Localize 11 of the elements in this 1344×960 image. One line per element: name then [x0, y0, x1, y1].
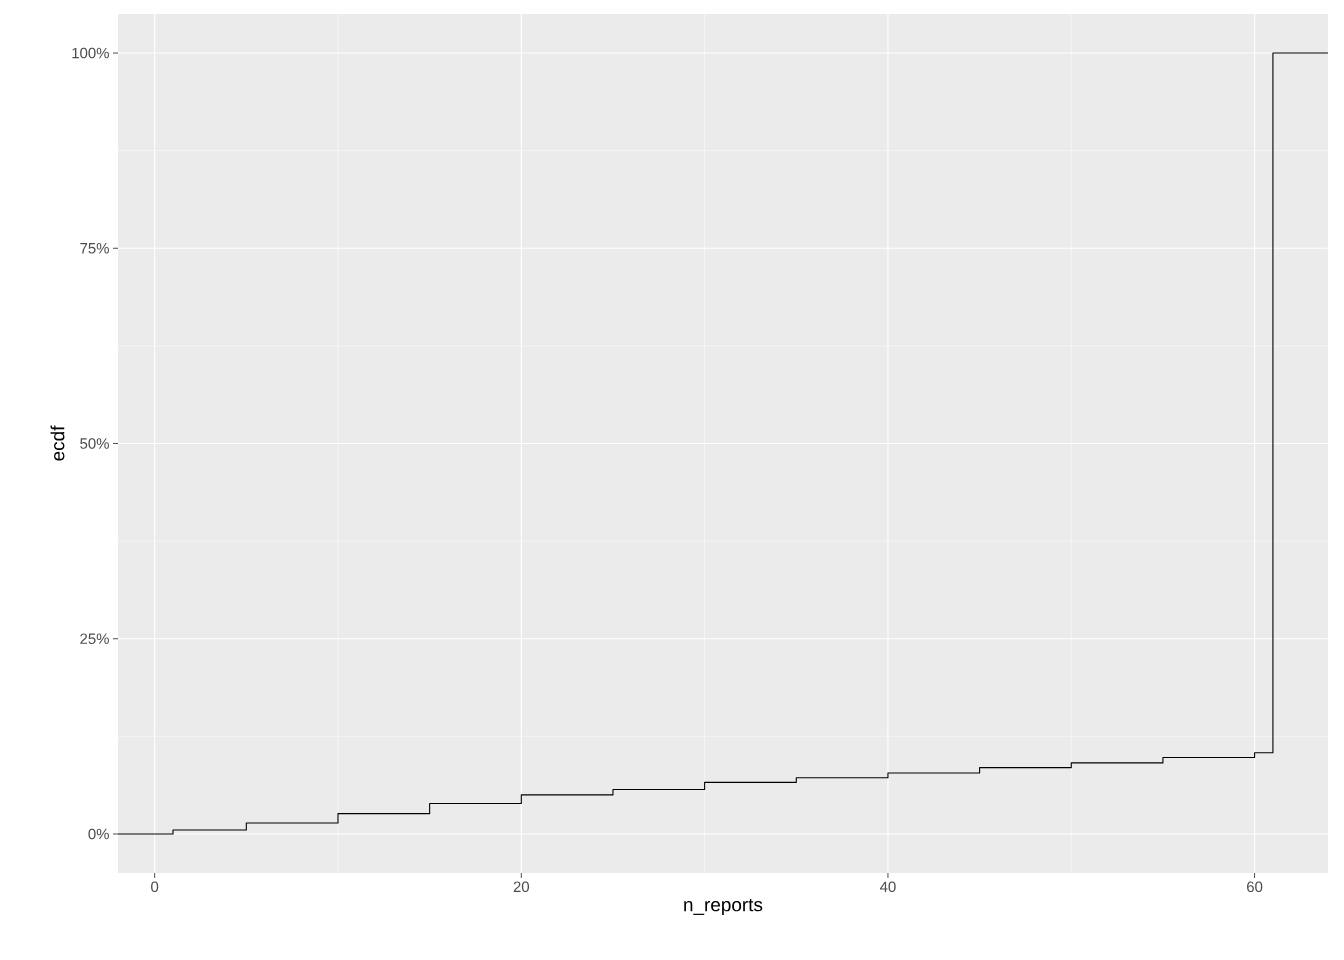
x-tick-label: 60	[1247, 881, 1263, 893]
x-axis-title: n_reports	[684, 898, 763, 916]
y-tick-label: 25%	[80, 633, 109, 645]
y-tick-label: 0%	[88, 828, 109, 840]
x-tick-label: 0	[151, 881, 159, 893]
y-tick-label: 50%	[80, 438, 109, 449]
y-tick-label: 100%	[72, 47, 109, 59]
y-tick-label: 75%	[80, 243, 109, 254]
x-tick-label: 20	[513, 881, 530, 893]
y-axis-title: ecdf	[50, 425, 65, 461]
x-tick-label: 40	[879, 881, 896, 893]
